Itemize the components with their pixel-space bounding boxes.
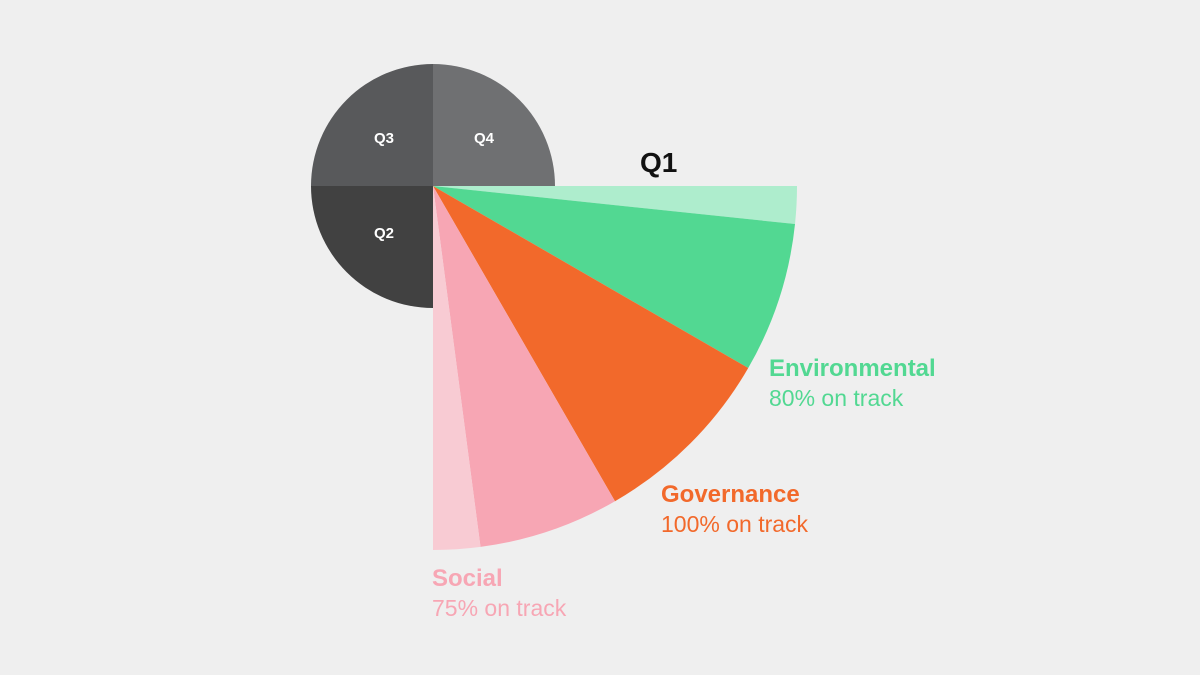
quarter-pie: Q2 Q3 Q4 <box>311 64 555 308</box>
quarter-label-q2: Q2 <box>374 225 394 242</box>
environmental-label: Environmental <box>769 355 936 382</box>
social-on-track-slice <box>433 186 615 547</box>
quarter-label-q4: Q4 <box>474 130 495 147</box>
environmental-on-track-slice <box>433 186 796 368</box>
social-remaining-slice <box>433 186 481 550</box>
governance-status: 100% on track <box>661 511 809 537</box>
social-status: 75% on track <box>432 595 567 621</box>
governance-on-track-slice <box>433 186 749 502</box>
governance-label: Governance <box>661 481 800 508</box>
q1-title: Q1 <box>640 147 677 178</box>
quarter-label-q3: Q3 <box>374 130 394 147</box>
environmental-status: 80% on track <box>769 385 904 411</box>
social-label: Social <box>432 565 503 592</box>
environmental-remaining-slice <box>433 186 797 225</box>
quarter-slice-q2 <box>311 186 433 308</box>
q1-expanded-pie: Q1 Environmental 80% on track Governance… <box>432 147 936 621</box>
quarter-slice-q3 <box>311 64 433 186</box>
quarter-slice-q4 <box>433 64 555 186</box>
